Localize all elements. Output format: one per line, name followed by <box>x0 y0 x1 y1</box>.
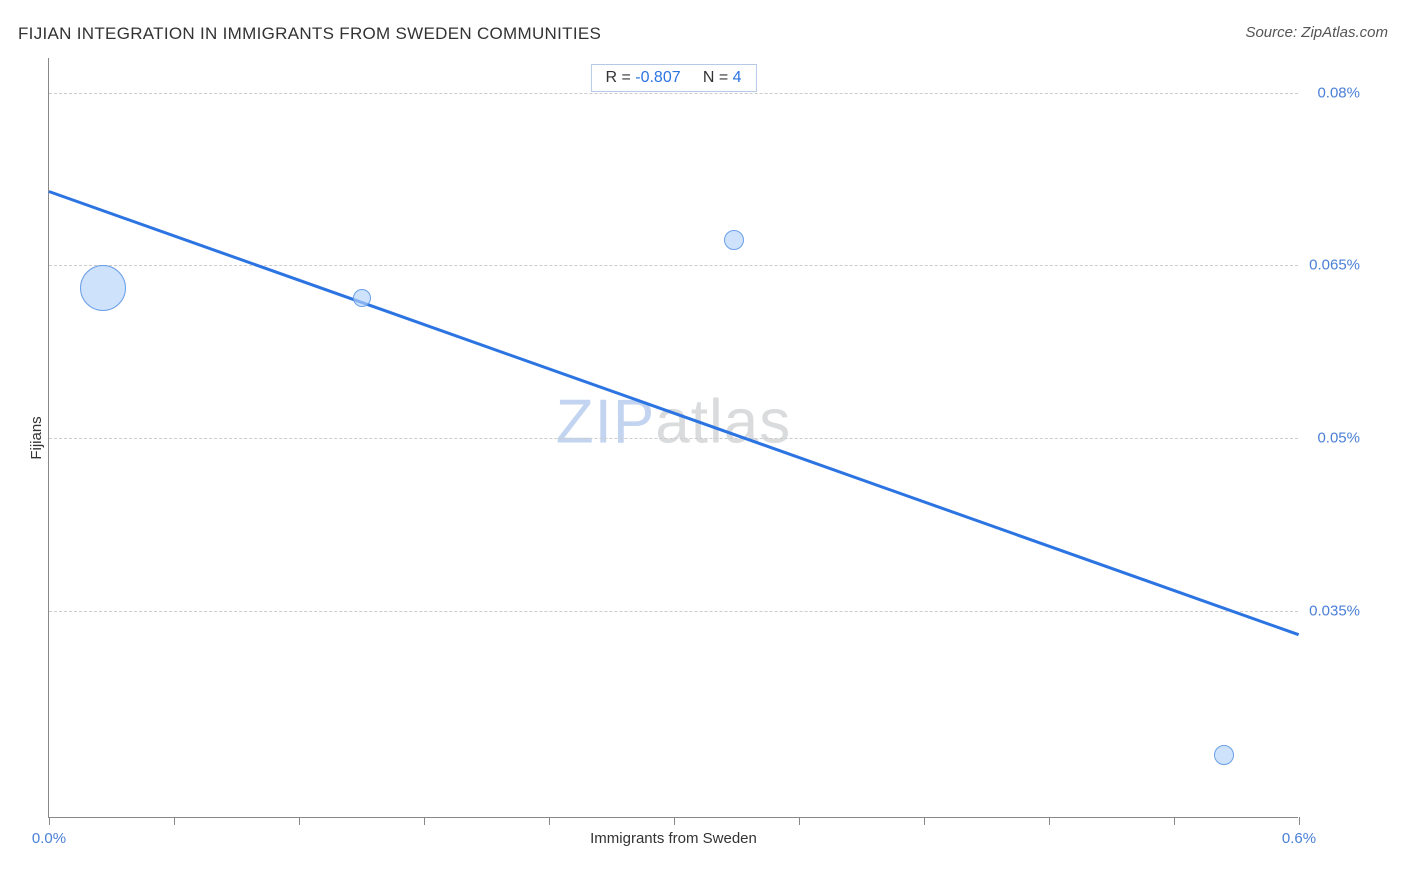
x-tick <box>49 817 50 825</box>
x-tick-label: 0.6% <box>1282 830 1316 847</box>
gridline <box>49 611 1298 612</box>
x-tick <box>1174 817 1175 825</box>
chart-title: FIJIAN INTEGRATION IN IMMIGRANTS FROM SW… <box>18 24 601 43</box>
x-tick <box>424 817 425 825</box>
y-tick-label: 0.065% <box>1309 257 1360 274</box>
data-point <box>353 289 371 307</box>
y-tick-label: 0.05% <box>1317 430 1360 447</box>
x-tick-label: 0.0% <box>32 830 66 847</box>
r-value: -0.807 <box>635 69 680 86</box>
x-tick <box>924 817 925 825</box>
x-tick <box>299 817 300 825</box>
trend-line <box>49 190 1300 636</box>
x-tick <box>1299 817 1300 825</box>
x-tick <box>1049 817 1050 825</box>
x-tick <box>674 817 675 825</box>
source-label: Source: ZipAtlas.com <box>1245 24 1388 41</box>
y-tick-label: 0.08% <box>1317 84 1360 101</box>
r-label: R = <box>605 69 635 86</box>
data-point <box>1214 745 1234 765</box>
x-tick <box>174 817 175 825</box>
y-tick-label: 0.035% <box>1309 602 1360 619</box>
y-axis-label: Fijians <box>28 416 45 459</box>
n-label: N = <box>703 69 733 86</box>
data-point <box>80 265 126 311</box>
n-value: 4 <box>733 69 742 86</box>
x-tick <box>799 817 800 825</box>
watermark: ZIPatlas <box>556 387 791 458</box>
x-tick <box>549 817 550 825</box>
gridline <box>49 93 1298 94</box>
gridline <box>49 438 1298 439</box>
scatter-chart: ZIPatlas R = -0.807 N = 4 Fijians Immigr… <box>48 58 1298 818</box>
gridline <box>49 265 1298 266</box>
stats-box: R = -0.807 N = 4 <box>590 64 756 92</box>
x-axis-label: Immigrants from Sweden <box>590 830 757 847</box>
data-point <box>724 230 744 250</box>
